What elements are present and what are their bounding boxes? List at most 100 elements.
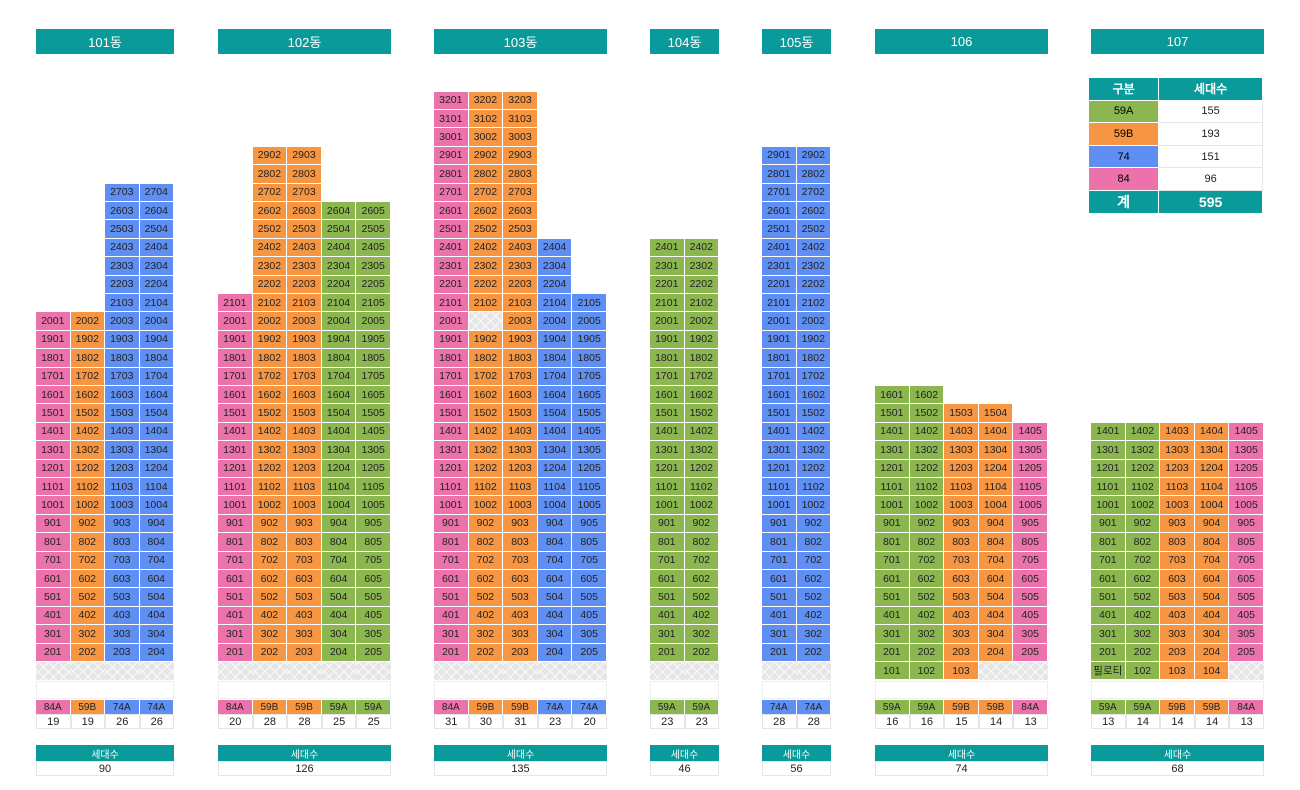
unit-cell: 803 [944,533,979,552]
unit-cell: 1802 [70,349,105,368]
unit-cell: 201 [434,643,469,662]
unit-cell: 102 [909,662,945,681]
unit-cell: 802 [684,533,719,552]
unit-cell: 1201 [875,459,910,478]
unit-cell: 1203 [1160,459,1195,478]
unit-cell: 402 [909,606,945,626]
column-type-label: 59B [978,700,1014,714]
unit-cell: 401 [434,606,469,626]
unit-cell: 2201 [762,275,797,294]
unit-cell: 1103 [105,478,140,497]
unit-cell: 2304 [321,257,357,276]
unit-cell: 902 [70,514,105,534]
unit-cell: 1105 [1013,478,1048,497]
unit-cell: 203 [287,643,322,662]
unit-cell: 802 [468,533,504,552]
unit-cell: 305 [572,625,607,644]
unit-cell: 104 [1194,662,1230,681]
unit-cell: 2402 [468,238,504,258]
unit-cell: 2602 [468,202,504,221]
unit-cell: 404 [537,606,573,626]
unit-cell: 1704 [537,367,573,386]
legend-type-84: 84 [1087,167,1160,191]
column-unit-count: 14 [1125,714,1161,729]
unit-cell: 1204 [978,459,1014,478]
unit-cell: 1804 [139,349,174,368]
unit-cell: 1303 [287,441,322,460]
unit-cell: 2302 [796,257,831,276]
unit-cell: 602 [684,570,719,589]
unit-cell: 203 [503,643,538,662]
unit-cell: 1101 [875,478,910,497]
unit-cell: 402 [796,606,831,626]
unit-cell: 1901 [218,330,253,350]
unit-cell: 1705 [356,367,391,386]
unit-cell: 402 [252,606,288,626]
unit-cell: 602 [252,570,288,589]
unit-cell: 2602 [796,202,831,221]
unit-cell: 702 [70,551,105,570]
unit-cell: 2702 [252,183,288,202]
unit-cell: 702 [252,551,288,570]
building-1-total-value: 90 [36,761,174,776]
unit-cell: 2203 [503,275,538,294]
unit-cell: 905 [572,514,607,534]
unit-cell: 502 [796,588,831,607]
unit-cell: 304 [537,625,573,644]
void-cell [468,312,504,331]
unit-cell: 1001 [762,496,797,515]
unit-cell: 1601 [762,386,797,405]
unit-cell: 1405 [572,422,607,442]
unit-cell: 3203 [503,91,538,110]
unit-cell: 1501 [434,404,469,423]
column-type-label: 74A [105,700,140,714]
pilotis-hatch [650,662,685,680]
unit-cell: 1602 [684,386,719,405]
unit-cell: 504 [978,588,1014,607]
unit-cell: 704 [537,551,573,570]
pilotis-hatch [572,662,607,680]
separator-row [762,681,831,699]
unit-cell: 1303 [105,441,140,460]
unit-cell: 1602 [252,386,288,405]
unit-cell: 801 [218,533,253,552]
unit-cell: 405 [1229,606,1264,626]
unit-cell: 2603 [503,202,538,221]
unit-cell: 703 [287,551,322,570]
pilotis-hatch [139,662,174,680]
unit-cell: 305 [356,625,391,644]
unit-cell: 3201 [434,91,469,110]
unit-cell: 2504 [139,220,174,239]
unit-cell: 602 [909,570,945,589]
column-unit-count: 30 [468,714,504,729]
unit-cell: 805 [1229,533,1264,552]
unit-cell: 1101 [762,478,797,497]
unit-cell: 2303 [287,257,322,276]
column-unit-count: 20 [218,714,253,729]
unit-cell: 2404 [139,238,174,258]
unit-cell: 1802 [796,349,831,368]
unit-cell: 1202 [70,459,105,478]
unit-cell: 2203 [105,275,140,294]
unit-cell: 2201 [434,275,469,294]
separator-row [218,681,391,699]
unit-cell: 2002 [796,312,831,331]
unit-cell: 3102 [468,110,504,129]
unit-cell: 2101 [434,294,469,313]
unit-cell: 503 [503,588,538,607]
building-6-total-label: 세대수 [875,745,1048,761]
pilotis-hatch [1229,662,1264,680]
unit-cell: 604 [537,570,573,589]
column-unit-count: 23 [684,714,719,729]
unit-cell: 801 [650,533,685,552]
unit-cell: 1103 [503,478,538,497]
column-unit-count: 14 [1160,714,1195,729]
unit-cell: 505 [356,588,391,607]
unit-cell: 1104 [321,478,357,497]
building-4-total-label: 세대수 [650,745,719,761]
unit-cell: 701 [875,551,910,570]
unit-cell: 201 [218,643,253,662]
column-unit-count: 19 [70,714,105,729]
unit-cell: 1005 [1013,496,1048,515]
unit-cell: 804 [1194,533,1230,552]
